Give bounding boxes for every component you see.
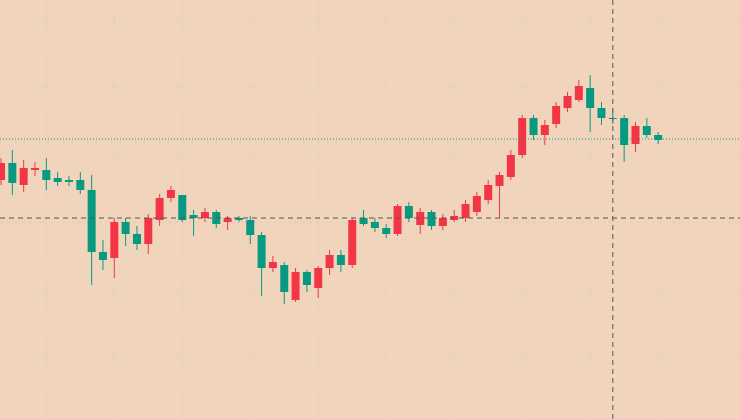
candle-body xyxy=(484,185,493,200)
candle-body xyxy=(506,155,515,177)
candle-body xyxy=(348,220,357,265)
candle-body xyxy=(461,204,470,218)
candle-body xyxy=(8,163,17,183)
candle-body xyxy=(155,198,164,220)
candle-body xyxy=(472,196,481,212)
candle-body xyxy=(42,170,51,180)
candle-body xyxy=(76,180,85,190)
candle-body xyxy=(178,195,187,220)
candle-body xyxy=(98,252,107,260)
candle-body xyxy=(597,108,606,118)
candle-body xyxy=(314,268,323,288)
candle-body xyxy=(166,190,175,198)
candle-body xyxy=(132,234,141,244)
candle-body xyxy=(302,272,311,285)
candle-body xyxy=(223,218,232,222)
candle-body xyxy=(64,180,73,182)
candle-body xyxy=(234,218,243,220)
candle-body xyxy=(30,168,39,170)
candle-body xyxy=(144,218,153,244)
candle-body xyxy=(246,220,255,235)
candle-body xyxy=(563,96,572,108)
candle-body xyxy=(529,118,538,135)
candle-body xyxy=(552,106,561,124)
candle-body xyxy=(87,190,96,252)
candle-body xyxy=(370,222,379,228)
candle-body xyxy=(382,228,391,234)
candle-body xyxy=(438,218,447,226)
candle-body xyxy=(53,178,62,182)
candle-body xyxy=(336,255,345,265)
candle-body xyxy=(574,86,583,100)
candle-body xyxy=(200,212,209,218)
candle-body xyxy=(416,212,425,225)
candle-body xyxy=(325,255,334,268)
candle-body xyxy=(19,168,28,185)
candle-body xyxy=(620,118,629,145)
candle-body xyxy=(268,262,277,268)
candle-body xyxy=(0,163,5,180)
candle-body xyxy=(631,126,640,144)
candle-body xyxy=(189,215,198,218)
candle-body xyxy=(540,125,549,135)
candle-body xyxy=(518,118,527,155)
candle-body xyxy=(404,206,413,218)
candle-body xyxy=(121,222,130,234)
candle-body xyxy=(586,88,595,108)
candle-body xyxy=(393,206,402,234)
candle-body xyxy=(291,272,300,300)
candle-body xyxy=(495,175,504,186)
candle-body xyxy=(642,126,651,135)
candle-body xyxy=(427,212,436,226)
candle-body xyxy=(257,235,266,268)
candle-body xyxy=(359,218,368,224)
candle-body xyxy=(110,222,119,258)
candle-body xyxy=(654,135,663,140)
candle-body xyxy=(280,265,289,292)
